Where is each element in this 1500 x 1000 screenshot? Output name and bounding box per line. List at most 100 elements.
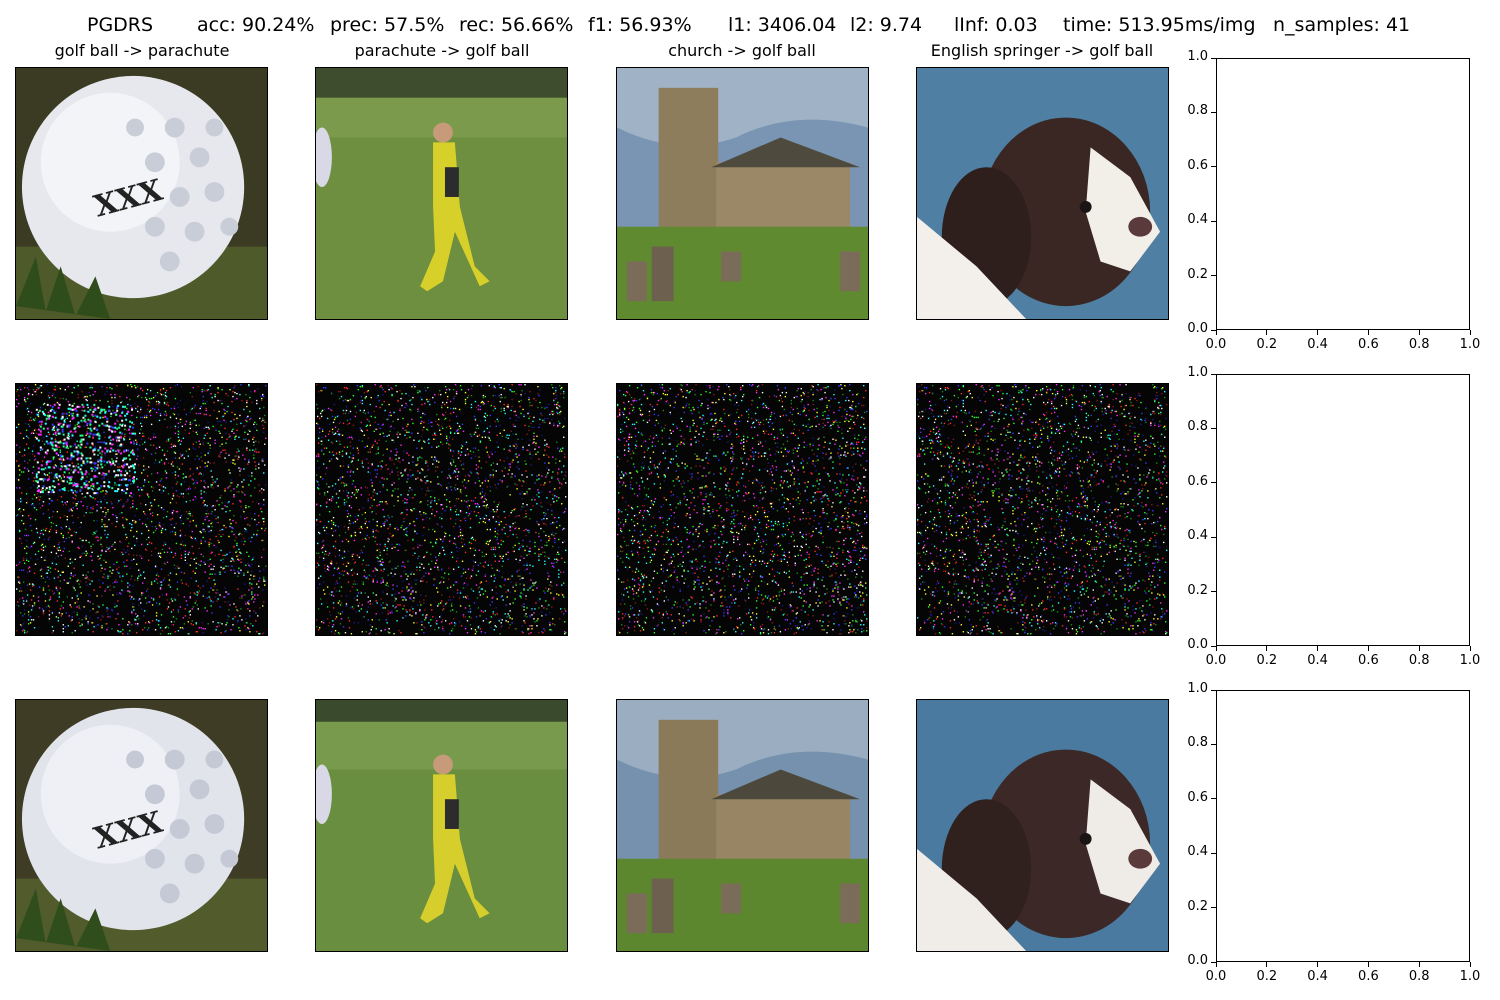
y-tick-label: 0.8 [1187, 735, 1208, 751]
original-image-parachute [315, 67, 568, 320]
x-tick-label: 0.0 [1205, 337, 1227, 352]
original-image-church [616, 67, 869, 320]
y-tick-mark [1211, 166, 1216, 168]
x-tick-mark [1317, 646, 1319, 651]
y-tick-label: 1.0 [1187, 49, 1208, 64]
suptitle-l2: l2: 9.74 [850, 14, 923, 36]
x-tick-mark [1215, 330, 1217, 335]
perturbation-parachute [315, 383, 568, 636]
y-tick-label: 0.4 [1187, 212, 1208, 228]
x-tick-label: 0.2 [1256, 969, 1278, 984]
y-tick-mark [1211, 275, 1216, 277]
empty-axes-row-3: 0.0 0.2 0.4 0.6 0.8 1.0 0.0 0.2 0.4 0.6 0.8 1.0 [1187, 681, 1480, 984]
x-tick-mark [1317, 962, 1319, 967]
suptitle-time: time: 513.95ms/img [1063, 14, 1256, 36]
x-tick-mark [1317, 330, 1319, 335]
y-tick-mark [1211, 645, 1216, 647]
x-tick-label: 0.0 [1205, 969, 1227, 984]
y-tick-mark [1211, 57, 1216, 59]
x-tick-label: 0.0 [1205, 653, 1227, 668]
empty-axes-row-1: 0.0 0.2 0.4 0.6 0.8 1.0 0.0 0.2 0.4 0.6 0.8 1.0 [1187, 49, 1480, 352]
perturbation-golf-ball [15, 383, 268, 636]
x-tick-label: 1.0 [1459, 969, 1481, 984]
y-tick-mark [1211, 427, 1216, 429]
x-tick-mark [1367, 330, 1369, 335]
y-tick-label: 0.8 [1187, 419, 1208, 435]
suptitle-f1: f1: 56.93% [588, 14, 692, 36]
x-tick-mark [1418, 962, 1420, 967]
x-tick-mark [1367, 646, 1369, 651]
axes-frame [1216, 58, 1470, 330]
y-tick-mark [1211, 743, 1216, 745]
x-tick-mark [1215, 646, 1217, 651]
suptitle-acc: acc: 90.24% [197, 14, 315, 36]
y-tick-mark [1211, 852, 1216, 854]
original-image-golf-ball: XXX [15, 67, 268, 320]
x-tick-label: 0.2 [1256, 337, 1278, 352]
x-tick-label: 0.8 [1408, 337, 1430, 352]
column-title-2: parachute -> golf ball [354, 41, 530, 60]
x-tick-label: 1.0 [1459, 337, 1481, 352]
x-tick-label: 0.8 [1408, 653, 1430, 668]
x-tick-label: 0.6 [1358, 337, 1379, 352]
x-tick-mark [1469, 962, 1471, 967]
column-title-1: golf ball -> parachute [54, 41, 230, 60]
empty-axes-row-2: 0.0 0.2 0.4 0.6 0.8 1.0 0.0 0.2 0.4 0.6 0.8 1.0 [1187, 365, 1480, 668]
y-tick-mark [1211, 220, 1216, 222]
y-tick-mark [1211, 111, 1216, 113]
y-tick-mark [1211, 591, 1216, 593]
y-tick-label: 1.0 [1187, 365, 1208, 380]
suptitle-l1: l1: 3406.04 [728, 14, 837, 36]
x-tick-mark [1469, 646, 1471, 651]
perturbation-church [616, 383, 869, 636]
y-tick-label: 0.2 [1187, 582, 1208, 598]
x-tick-mark [1266, 646, 1268, 651]
y-tick-label: 0.0 [1187, 321, 1208, 336]
adversarial-image-springer [916, 699, 1169, 952]
x-tick-label: 0.4 [1307, 653, 1328, 668]
adversarial-image-church [616, 699, 869, 952]
y-tick-mark [1211, 798, 1216, 800]
y-tick-mark [1211, 536, 1216, 538]
original-image-springer [916, 67, 1169, 320]
suptitle-rec: rec: 56.66% [459, 14, 574, 36]
y-tick-label: 0.8 [1187, 103, 1208, 119]
x-tick-mark [1266, 330, 1268, 335]
y-tick-label: 0.0 [1187, 953, 1208, 968]
x-tick-mark [1418, 646, 1420, 651]
x-tick-label: 1.0 [1459, 653, 1481, 668]
x-tick-label: 0.4 [1307, 337, 1328, 352]
x-tick-mark [1266, 962, 1268, 967]
adversarial-image-golf-ball: XXX [15, 699, 268, 952]
y-tick-mark [1211, 907, 1216, 909]
y-tick-label: 0.2 [1187, 266, 1208, 282]
x-tick-label: 0.4 [1307, 969, 1328, 984]
x-tick-mark [1418, 330, 1420, 335]
x-tick-mark [1367, 962, 1369, 967]
column-title-4: English springer -> golf ball [930, 41, 1154, 60]
y-tick-mark [1211, 373, 1216, 375]
y-tick-mark [1211, 329, 1216, 331]
axes-frame [1216, 690, 1470, 962]
y-tick-label: 0.6 [1187, 157, 1208, 173]
figure-suptitle: PGDRS acc: 90.24% prec: 57.5% rec: 56.66… [0, 14, 1500, 44]
y-tick-mark [1211, 961, 1216, 963]
suptitle-linf: lInf: 0.03 [954, 14, 1038, 36]
x-tick-label: 0.6 [1358, 653, 1379, 668]
x-tick-label: 0.8 [1408, 969, 1430, 984]
x-tick-mark [1469, 330, 1471, 335]
y-tick-label: 0.2 [1187, 898, 1208, 914]
y-tick-mark [1211, 482, 1216, 484]
axes-frame [1216, 374, 1470, 646]
adversarial-image-parachute [315, 699, 568, 952]
x-tick-label: 0.2 [1256, 653, 1278, 668]
suptitle-prec: prec: 57.5% [330, 14, 445, 36]
y-tick-label: 0.4 [1187, 844, 1208, 860]
y-tick-label: 0.4 [1187, 528, 1208, 544]
suptitle-method: PGDRS [87, 14, 154, 36]
y-tick-label: 0.6 [1187, 473, 1208, 489]
y-tick-label: 0.0 [1187, 637, 1208, 652]
column-title-3: church -> golf ball [668, 41, 816, 60]
y-tick-mark [1211, 689, 1216, 691]
x-tick-mark [1215, 962, 1217, 967]
